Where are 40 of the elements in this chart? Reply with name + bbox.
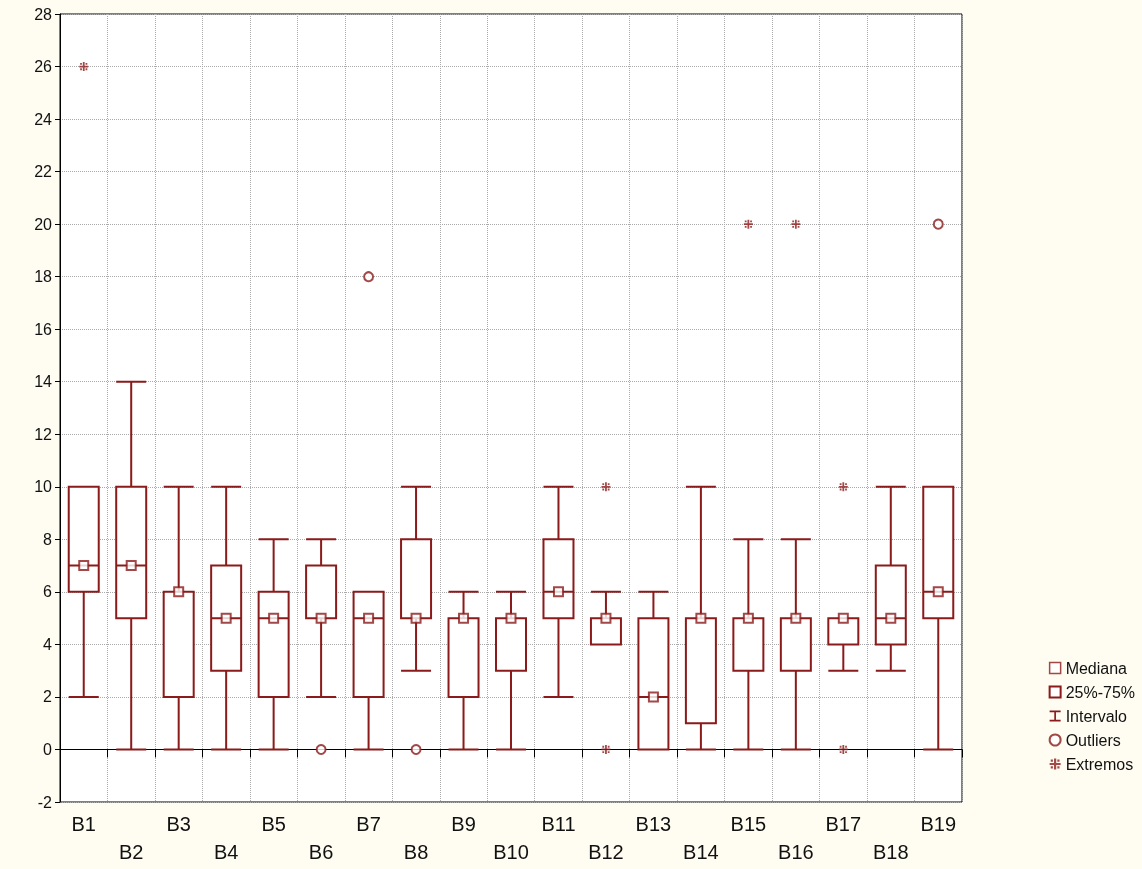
x-tick-label: B18 bbox=[872, 841, 909, 863]
x-tick-label: B7 bbox=[356, 813, 381, 835]
x-tick-label: B11 bbox=[541, 813, 576, 835]
x-tick-label: B4 bbox=[213, 841, 239, 863]
x-tick-label: B5 bbox=[261, 813, 286, 835]
y-tick-label: 16 bbox=[34, 320, 53, 338]
x-tick-label: B9 bbox=[451, 813, 476, 835]
y-tick-label: 12 bbox=[34, 425, 53, 443]
x-tick-label: B19 bbox=[920, 813, 957, 835]
x-tick-label: B2 bbox=[118, 841, 144, 863]
y-tick-label: 8 bbox=[43, 530, 53, 548]
y-tick-label: 22 bbox=[34, 163, 53, 181]
y-tick-label: 6 bbox=[43, 583, 53, 601]
x-tick-label: B12 bbox=[588, 841, 624, 863]
x-tick-label: B16 bbox=[778, 841, 814, 863]
x-tick-label: B15 bbox=[730, 813, 767, 835]
text: Intervalo bbox=[1065, 707, 1128, 725]
x-tick-label: B14 bbox=[683, 841, 719, 863]
legend-label: 25%-75% bbox=[1065, 683, 1135, 701]
y-tick-label: 2 bbox=[43, 688, 53, 706]
y-tick-label: 0 bbox=[43, 740, 53, 758]
y-tick-label: 24 bbox=[34, 110, 53, 128]
y-tick-label: 4 bbox=[43, 635, 53, 653]
legend-label: Mediana bbox=[1065, 659, 1128, 677]
y-tick-label: -2 bbox=[37, 793, 53, 811]
y-tick-label: 20 bbox=[34, 215, 53, 233]
x-tick-label: B1 bbox=[71, 813, 96, 835]
y-tick-label: 10 bbox=[34, 478, 53, 496]
y-tick-label: 26 bbox=[34, 58, 53, 76]
y-tick-label: 18 bbox=[34, 268, 53, 286]
legend-label: Outliers bbox=[1065, 731, 1121, 749]
x-tick-label: B10 bbox=[493, 841, 529, 863]
y-tick-label: 28 bbox=[34, 5, 53, 23]
x-tick-label: B17 bbox=[825, 813, 862, 835]
x-tick-label: B3 bbox=[166, 813, 191, 835]
legend-label: Extremos bbox=[1065, 755, 1134, 773]
y-tick-label: 14 bbox=[34, 373, 53, 391]
x-tick-label: B8 bbox=[403, 841, 429, 863]
x-tick-label: B13 bbox=[635, 813, 672, 835]
x-tick-label: B6 bbox=[308, 841, 334, 863]
